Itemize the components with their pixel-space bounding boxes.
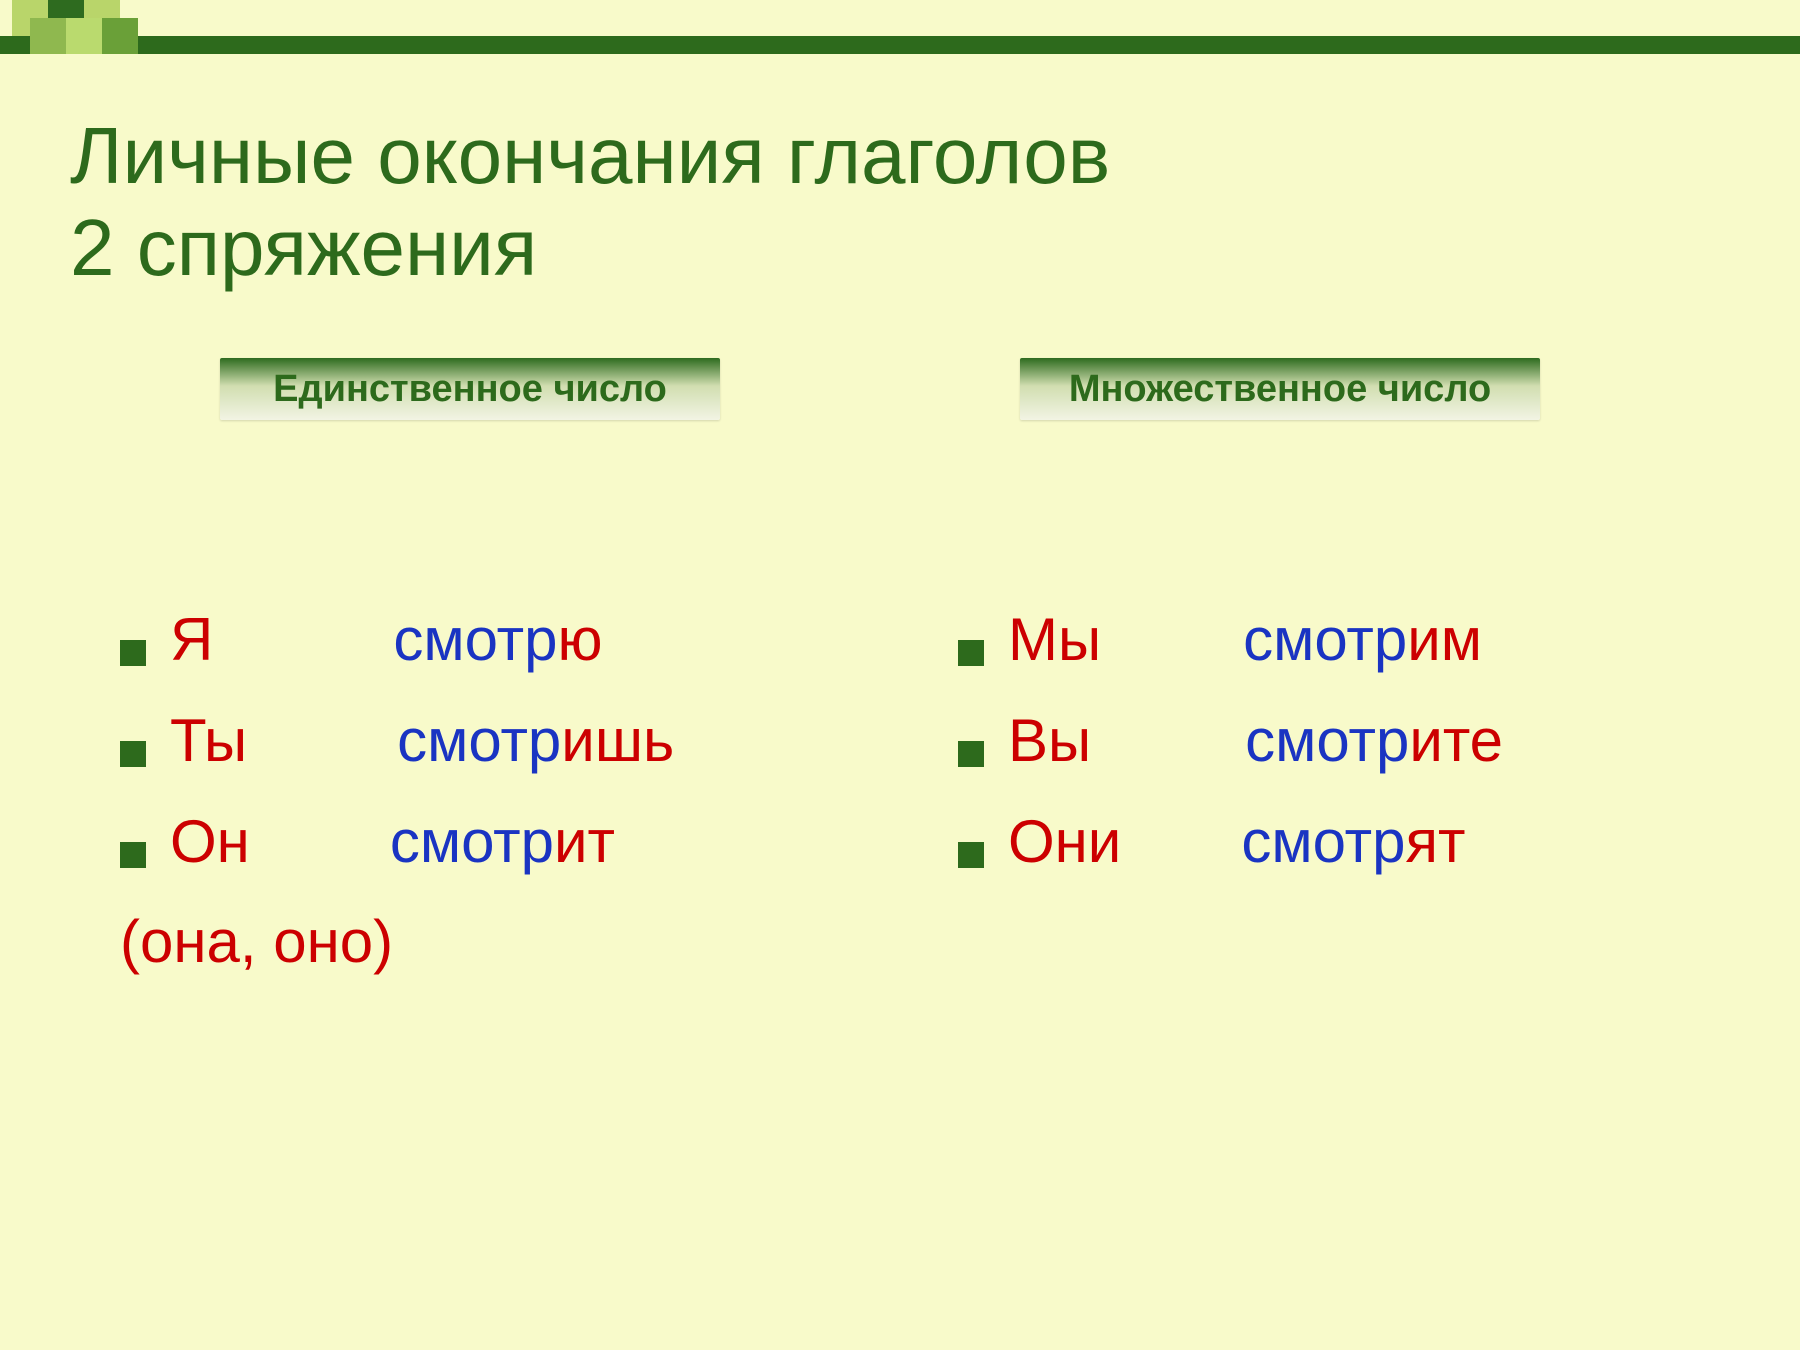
list-item: Он смотрит <box>120 792 920 893</box>
verb-ending: ит <box>554 792 615 893</box>
list-item: Ясмотрю <box>120 590 920 691</box>
pronoun: Мы <box>1008 590 1101 691</box>
pronoun: Ты <box>170 691 247 792</box>
bullet-icon <box>958 842 984 868</box>
pronoun-note: (она, оно) <box>120 892 920 993</box>
label-singular: Единственное число <box>220 358 720 420</box>
verb-ending: им <box>1407 590 1482 691</box>
verb-stem: смотр <box>1245 691 1409 792</box>
verb-ending: ю <box>558 590 603 691</box>
label-plural: Множественное число <box>1020 358 1540 420</box>
verb-ending: ишь <box>561 691 674 792</box>
bullet-icon <box>958 640 984 666</box>
bullet-icon <box>120 640 146 666</box>
deco-square-icon <box>102 18 138 54</box>
column-plural: Мысмотрим Высмотрите Онисмотрят <box>958 590 1738 892</box>
bullet-icon <box>958 741 984 767</box>
bullet-icon <box>120 842 146 868</box>
verb-stem: смотр <box>1241 792 1405 893</box>
verb-stem: смотр <box>393 590 557 691</box>
list-item: Мы смотрим <box>958 590 1738 691</box>
verb-stem: смотр <box>397 691 561 792</box>
list-item: Вы смотрите <box>958 691 1738 792</box>
pronoun: Он <box>170 792 250 893</box>
deco-square-icon <box>66 18 102 54</box>
verb-stem: смотр <box>1243 590 1407 691</box>
verb-ending: ите <box>1409 691 1503 792</box>
deco-square-icon <box>30 18 66 54</box>
verb-stem: смотр <box>390 792 554 893</box>
pronoun: Вы <box>1008 691 1091 792</box>
column-singular: Ясмотрю Тысмотришь Онсмотрит (она, оно) <box>120 590 920 993</box>
top-bar <box>0 36 1800 54</box>
pronoun: Я <box>170 590 213 691</box>
list-item: Они смотрят <box>958 792 1738 893</box>
bullet-icon <box>120 741 146 767</box>
top-decoration <box>0 0 1800 60</box>
title-line-2: 2 спряжения <box>70 203 537 292</box>
verb-ending: ят <box>1405 792 1465 893</box>
list-item: Ты смотришь <box>120 691 920 792</box>
title-line-1: Личные окончания глаголов <box>70 111 1110 200</box>
slide: Личные окончания глаголов 2 спряжения Ед… <box>0 0 1800 1350</box>
slide-title: Личные окончания глаголов 2 спряжения <box>70 110 1110 294</box>
pronoun: Они <box>1008 792 1121 893</box>
